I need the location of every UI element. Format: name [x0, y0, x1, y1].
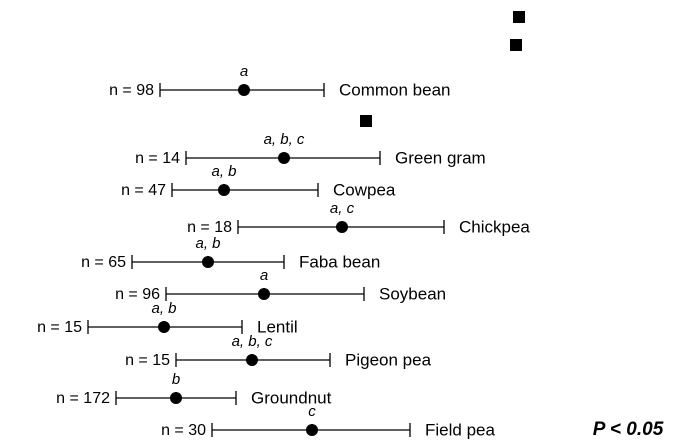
n-label: n = 98: [109, 82, 154, 99]
category-label: Cowpea: [333, 180, 396, 199]
marker-square: [360, 115, 372, 127]
group-label: a, c: [330, 200, 355, 217]
category-label: Soybean: [379, 284, 446, 303]
group-label: b: [172, 371, 180, 388]
category-label: Pigeon pea: [345, 350, 432, 369]
n-label: n = 172: [56, 390, 110, 407]
point: [238, 84, 250, 96]
marker-square: [510, 39, 522, 51]
category-label: Faba bean: [299, 252, 380, 271]
n-label: n = 47: [121, 182, 166, 199]
point: [170, 392, 182, 404]
group-label: a, b, c: [232, 333, 273, 350]
point: [336, 221, 348, 233]
point: [202, 256, 214, 268]
n-label: n = 14: [135, 150, 180, 167]
group-label: a, b: [151, 300, 176, 317]
category-label: Common bean: [339, 80, 451, 99]
point: [278, 152, 290, 164]
marker-square: [513, 11, 525, 23]
category-label: Green gram: [395, 148, 486, 167]
group-label: a: [260, 267, 268, 284]
n-label: n = 96: [115, 286, 160, 303]
n-label: n = 18: [187, 219, 232, 236]
category-label: Chickpea: [459, 217, 530, 236]
group-label: a: [240, 63, 248, 80]
point: [258, 288, 270, 300]
category-label: Field pea: [425, 420, 495, 439]
group-label: a, b: [211, 163, 236, 180]
point: [306, 424, 318, 436]
point: [158, 321, 170, 333]
point: [246, 354, 258, 366]
point: [218, 184, 230, 196]
n-label: n = 15: [125, 352, 170, 369]
n-label: n = 15: [37, 319, 82, 336]
n-label: n = 65: [81, 254, 126, 271]
group-label: c: [308, 403, 316, 420]
category-label: Groundnut: [251, 388, 332, 407]
group-label: a, b, c: [264, 131, 305, 148]
annotation: P < 0.05: [593, 419, 664, 440]
category-label: Lentil: [257, 317, 298, 336]
n-label: n = 30: [161, 422, 206, 439]
group-label: a, b: [195, 235, 220, 252]
